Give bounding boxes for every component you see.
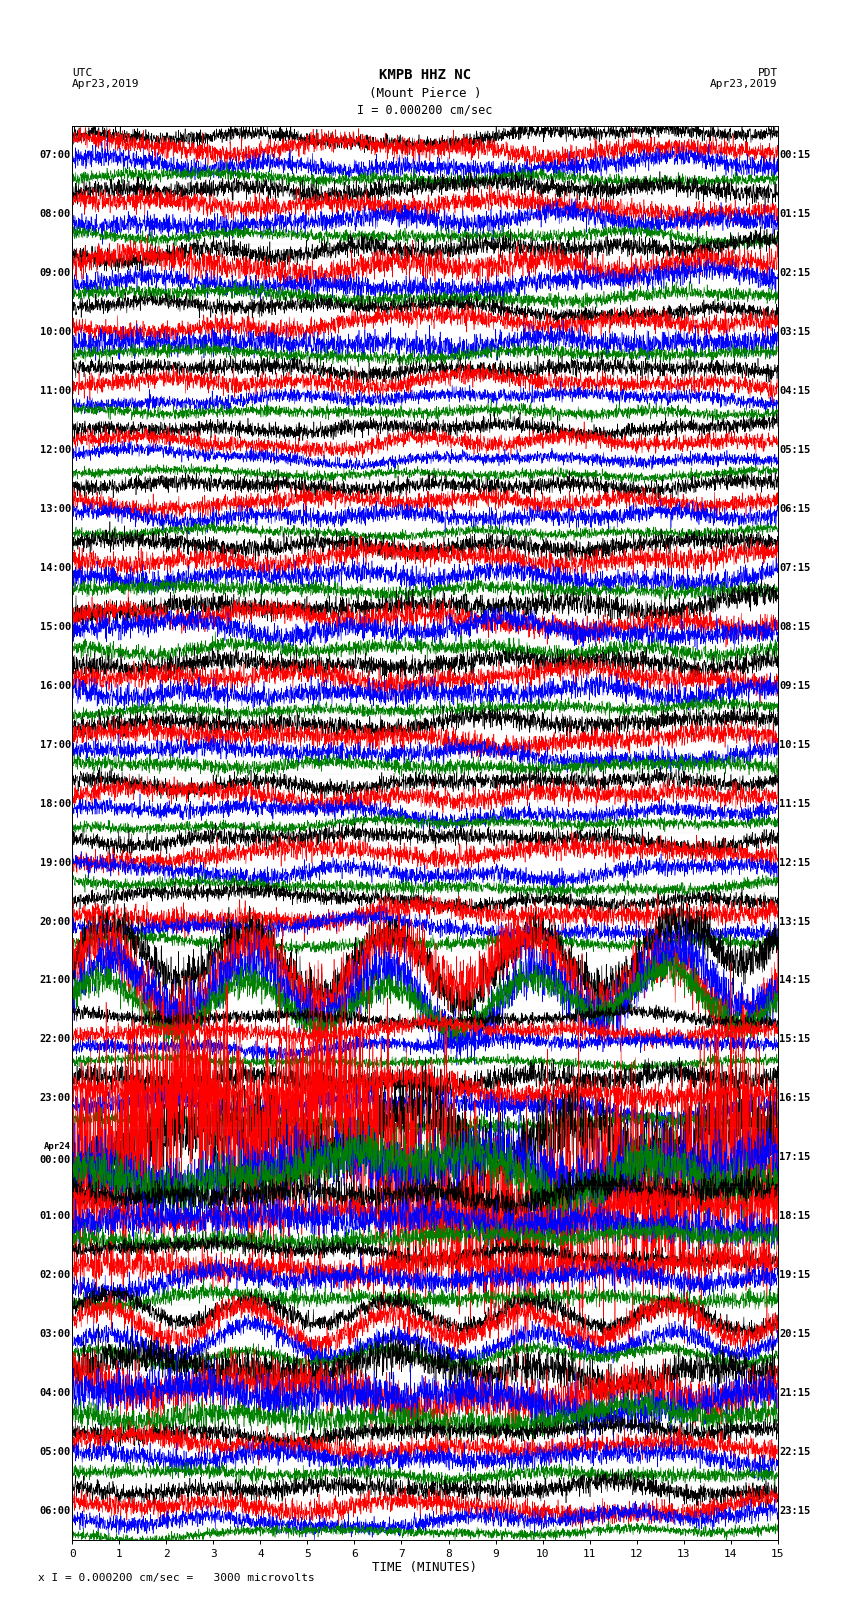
Text: 13:15: 13:15 <box>779 916 810 926</box>
Text: 01:15: 01:15 <box>779 210 810 219</box>
Text: 16:00: 16:00 <box>40 681 71 690</box>
Text: 14:00: 14:00 <box>40 563 71 573</box>
Text: 23:15: 23:15 <box>779 1507 810 1516</box>
Text: 03:00: 03:00 <box>40 1329 71 1339</box>
Text: 05:00: 05:00 <box>40 1447 71 1457</box>
Text: 12:00: 12:00 <box>40 445 71 455</box>
Text: 12:15: 12:15 <box>779 858 810 868</box>
Text: 09:15: 09:15 <box>779 681 810 690</box>
Text: 00:15: 00:15 <box>779 150 810 160</box>
Text: 05:15: 05:15 <box>779 445 810 455</box>
Text: UTC
Apr23,2019: UTC Apr23,2019 <box>72 68 139 89</box>
Text: x I = 0.000200 cm/sec =   3000 microvolts: x I = 0.000200 cm/sec = 3000 microvolts <box>38 1573 315 1582</box>
Text: 02:00: 02:00 <box>40 1269 71 1281</box>
Text: KMPB HHZ NC: KMPB HHZ NC <box>379 68 471 82</box>
Text: 22:00: 22:00 <box>40 1034 71 1044</box>
Text: 19:15: 19:15 <box>779 1269 810 1281</box>
Text: 03:15: 03:15 <box>779 327 810 337</box>
Text: 04:15: 04:15 <box>779 386 810 397</box>
Text: I = 0.000200 cm/sec: I = 0.000200 cm/sec <box>357 103 493 116</box>
Text: (Mount Pierce ): (Mount Pierce ) <box>369 87 481 100</box>
Text: 10:15: 10:15 <box>779 740 810 750</box>
Text: 16:15: 16:15 <box>779 1094 810 1103</box>
Text: 21:15: 21:15 <box>779 1389 810 1398</box>
Text: 01:00: 01:00 <box>40 1211 71 1221</box>
Text: 06:15: 06:15 <box>779 503 810 515</box>
Text: 22:15: 22:15 <box>779 1447 810 1457</box>
Text: 19:00: 19:00 <box>40 858 71 868</box>
Text: 18:15: 18:15 <box>779 1211 810 1221</box>
Text: 17:15: 17:15 <box>779 1152 810 1163</box>
Text: 06:00: 06:00 <box>40 1507 71 1516</box>
Text: 20:15: 20:15 <box>779 1329 810 1339</box>
Text: 15:00: 15:00 <box>40 623 71 632</box>
Text: 07:00: 07:00 <box>40 150 71 160</box>
Text: 18:00: 18:00 <box>40 798 71 808</box>
Text: 04:00: 04:00 <box>40 1389 71 1398</box>
Text: 23:00: 23:00 <box>40 1094 71 1103</box>
Text: 09:00: 09:00 <box>40 268 71 277</box>
X-axis label: TIME (MINUTES): TIME (MINUTES) <box>372 1561 478 1574</box>
Text: 17:00: 17:00 <box>40 740 71 750</box>
Text: 11:15: 11:15 <box>779 798 810 808</box>
Text: 13:00: 13:00 <box>40 503 71 515</box>
Text: 20:00: 20:00 <box>40 916 71 926</box>
Text: 00:00: 00:00 <box>40 1155 71 1165</box>
Text: 15:15: 15:15 <box>779 1034 810 1044</box>
Text: 14:15: 14:15 <box>779 976 810 986</box>
Text: 11:00: 11:00 <box>40 386 71 397</box>
Text: 08:00: 08:00 <box>40 210 71 219</box>
Text: Apr24: Apr24 <box>44 1142 71 1152</box>
Text: 08:15: 08:15 <box>779 623 810 632</box>
Text: 07:15: 07:15 <box>779 563 810 573</box>
Text: 10:00: 10:00 <box>40 327 71 337</box>
Text: 21:00: 21:00 <box>40 976 71 986</box>
Text: PDT
Apr23,2019: PDT Apr23,2019 <box>711 68 778 89</box>
Text: 02:15: 02:15 <box>779 268 810 277</box>
